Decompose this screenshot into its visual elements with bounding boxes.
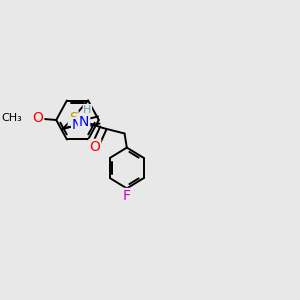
Text: N: N <box>79 115 89 128</box>
Text: O: O <box>32 112 43 125</box>
Text: S: S <box>69 111 77 125</box>
Text: N: N <box>72 118 83 132</box>
Text: F: F <box>123 189 131 203</box>
Text: H: H <box>83 104 92 115</box>
Text: CH₃: CH₃ <box>1 112 22 123</box>
Text: O: O <box>89 140 100 154</box>
